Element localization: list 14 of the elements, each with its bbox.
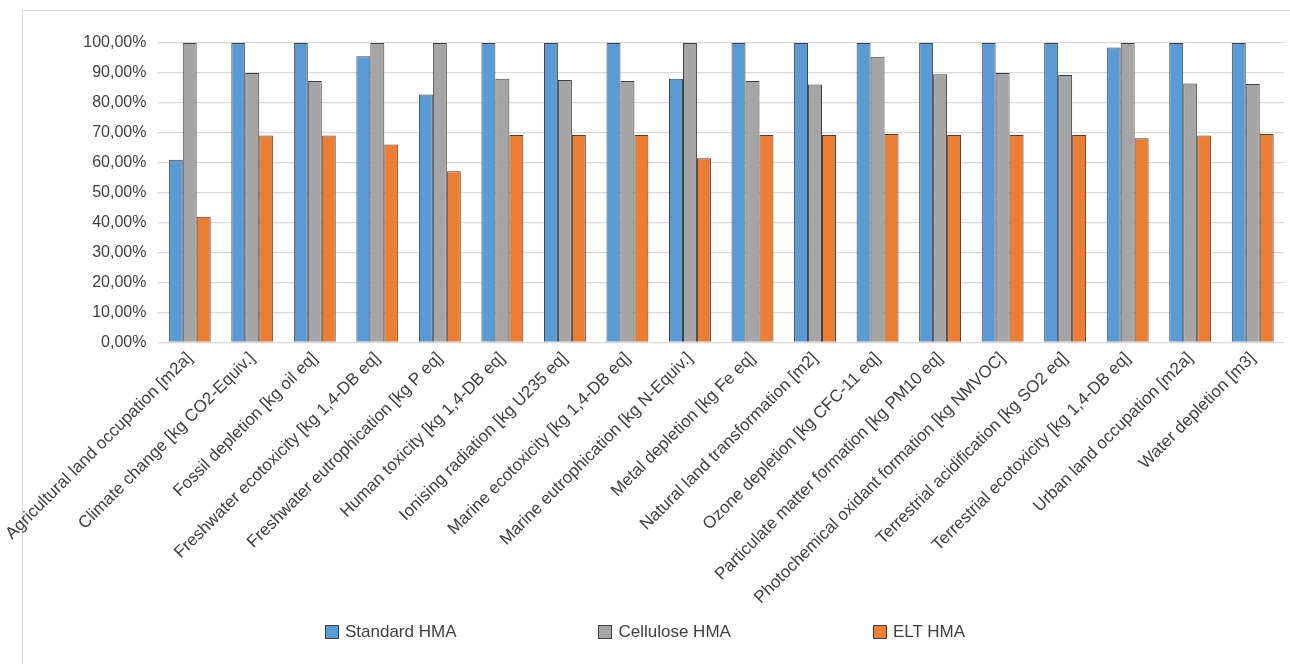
y-tick-label: 80,00% (92, 93, 147, 111)
y-tick-label: 60,00% (92, 153, 147, 171)
legend-label: Standard HMA (344, 622, 457, 642)
y-tick-label: 20,00% (92, 272, 147, 290)
y-tick-label: 90,00% (92, 63, 147, 81)
y-tick-label: 70,00% (92, 123, 147, 141)
y-tick-label: 50,00% (92, 183, 147, 201)
legend-label: ELT HMA (892, 622, 966, 642)
y-tick-label: 0,00% (101, 332, 147, 350)
y-tick-label: 40,00% (92, 213, 147, 231)
y-tick-label: 30,00% (92, 242, 147, 260)
y-tick-label: 10,00% (92, 302, 147, 320)
legend-label: Cellulose HMA (618, 622, 731, 642)
y-tick-label: 100,00% (83, 33, 147, 51)
